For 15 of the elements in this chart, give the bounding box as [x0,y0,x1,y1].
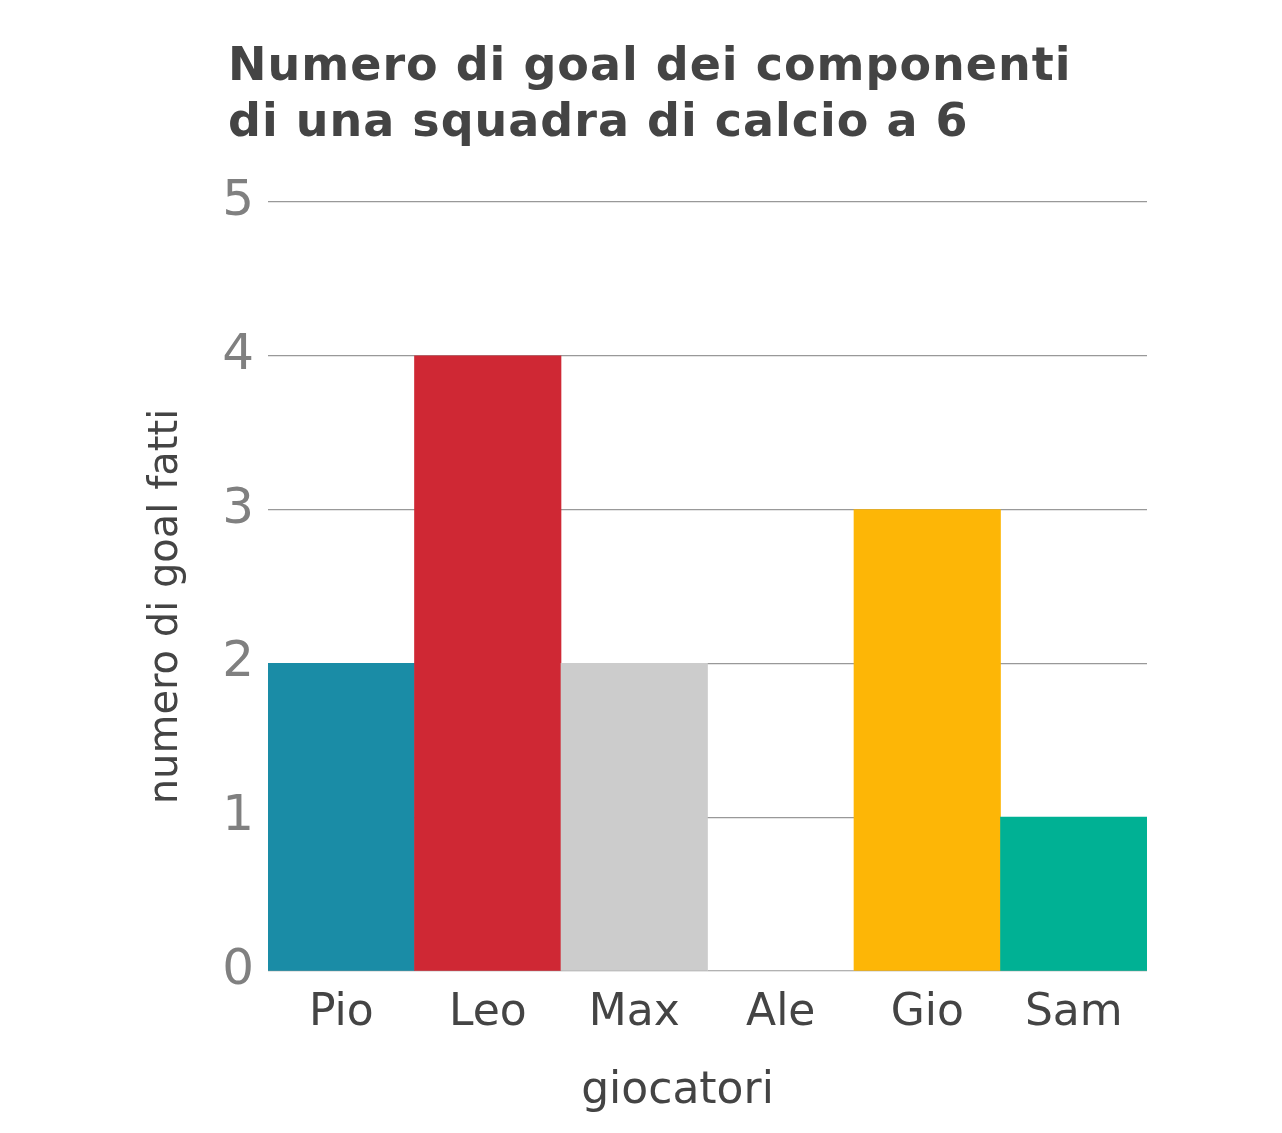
y-tick-label: 0 [222,937,254,996]
y-tick-label: 5 [222,168,254,227]
x-tick-label: Sam [1024,983,1123,1035]
y-axis-title: numero di goal fatti [140,408,186,805]
x-axis-title: giocatori [581,1062,774,1113]
x-tick-label: Ale [746,983,816,1035]
y-tick-label: 3 [222,476,254,535]
x-tick-label: Max [588,983,680,1035]
chart-title: Numero di goal dei componenti di una squadra di calcio a 6 [228,36,1073,148]
y-tick-label: 2 [222,630,254,689]
x-tick-label: Pio [308,983,374,1035]
x-tick-label: Leo [448,983,527,1035]
x-tick-label: Gio [890,983,964,1035]
y-tick-label: 4 [222,322,254,381]
y-tick-label: 1 [222,784,254,843]
